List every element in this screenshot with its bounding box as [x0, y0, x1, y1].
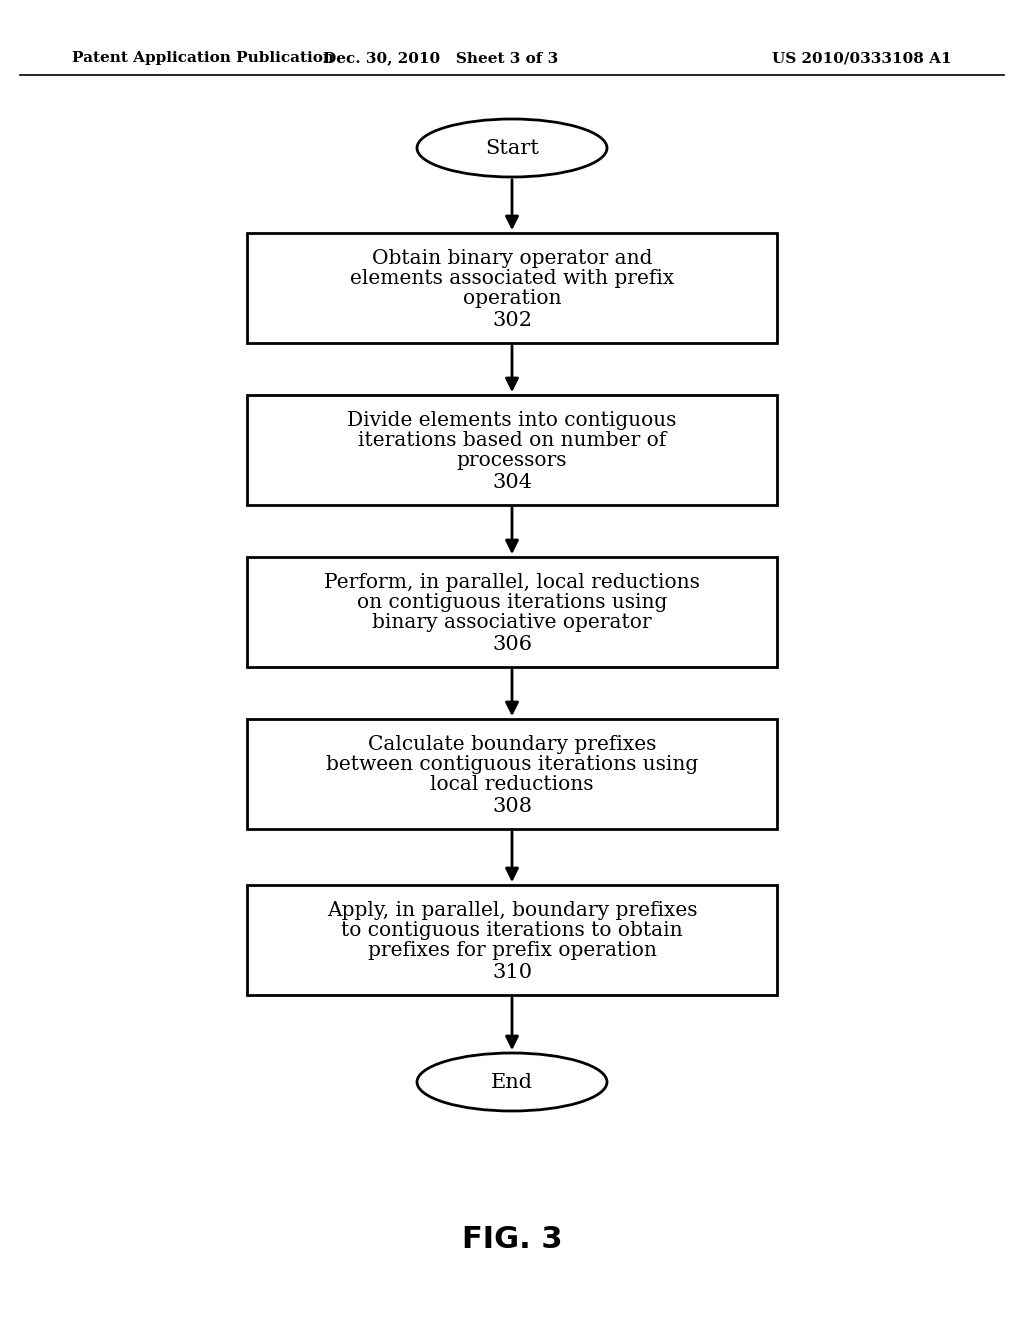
Text: local reductions: local reductions [430, 775, 594, 793]
Text: 308: 308 [492, 796, 532, 816]
Text: Divide elements into contiguous: Divide elements into contiguous [347, 411, 677, 429]
FancyBboxPatch shape [247, 395, 777, 506]
Text: 306: 306 [492, 635, 532, 653]
Text: elements associated with prefix: elements associated with prefix [350, 268, 674, 288]
Text: binary associative operator: binary associative operator [372, 612, 652, 631]
Text: iterations based on number of: iterations based on number of [357, 430, 667, 450]
Ellipse shape [417, 119, 607, 177]
Text: to contiguous iterations to obtain: to contiguous iterations to obtain [341, 920, 683, 940]
Text: Dec. 30, 2010   Sheet 3 of 3: Dec. 30, 2010 Sheet 3 of 3 [323, 51, 558, 65]
Text: FIG. 3: FIG. 3 [462, 1225, 562, 1254]
Text: Calculate boundary prefixes: Calculate boundary prefixes [368, 734, 656, 754]
Text: 310: 310 [492, 962, 532, 982]
Text: End: End [490, 1072, 534, 1092]
Text: processors: processors [457, 450, 567, 470]
FancyBboxPatch shape [247, 234, 777, 343]
Text: Obtain binary operator and: Obtain binary operator and [372, 248, 652, 268]
Ellipse shape [417, 1053, 607, 1111]
Text: Start: Start [485, 139, 539, 157]
Text: on contiguous iterations using: on contiguous iterations using [356, 593, 668, 611]
Text: between contiguous iterations using: between contiguous iterations using [326, 755, 698, 774]
Text: Patent Application Publication: Patent Application Publication [72, 51, 334, 65]
Text: 302: 302 [492, 310, 532, 330]
Text: operation: operation [463, 289, 561, 308]
FancyBboxPatch shape [247, 719, 777, 829]
Text: 304: 304 [492, 473, 532, 491]
Text: US 2010/0333108 A1: US 2010/0333108 A1 [772, 51, 952, 65]
Text: Perform, in parallel, local reductions: Perform, in parallel, local reductions [324, 573, 700, 591]
Text: Apply, in parallel, boundary prefixes: Apply, in parallel, boundary prefixes [327, 900, 697, 920]
FancyBboxPatch shape [247, 884, 777, 995]
Text: prefixes for prefix operation: prefixes for prefix operation [368, 940, 656, 960]
FancyBboxPatch shape [247, 557, 777, 667]
